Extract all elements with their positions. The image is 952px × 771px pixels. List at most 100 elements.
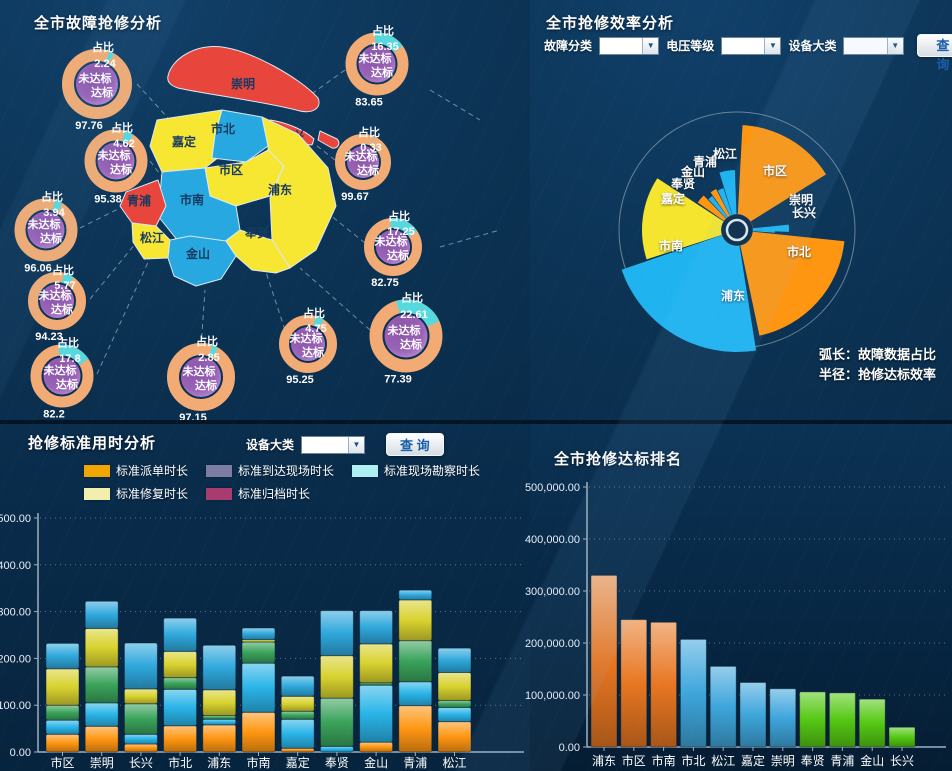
legend-item-2[interactable]: 标准现场勘察时长 [352, 462, 480, 479]
rose-sector-奉贤[interactable] [708, 196, 729, 220]
map-district-松江[interactable]: 松江 [131, 222, 171, 260]
stacked-bar-长兴[interactable] [123, 642, 158, 753]
stacked-bar-青浦[interactable] [398, 589, 433, 753]
voltage-level-select[interactable]: ▼ [721, 36, 782, 55]
panel-ranking: 全市抢修达标排名 0.00 100,000.00 200,000.00 300,000… [525, 424, 952, 771]
panel-fault-map: 全市故障抢修分析 崇明长兴嘉定市北市区浦东市南青浦松江金山奉贤占比2.24未达标… [0, 0, 530, 424]
rank-bar-市北[interactable] [679, 638, 707, 748]
svg-text:达标: 达标 [302, 345, 324, 359]
rank-bar-金山[interactable] [858, 698, 886, 748]
chevron-down-icon[interactable]: ▼ [348, 436, 365, 453]
svg-text:未达标: 未达标 [289, 331, 323, 345]
stacked-bar-金山[interactable] [359, 610, 394, 753]
svg-text:市北: 市北 [681, 753, 705, 768]
svg-text:22.61: 22.61 [400, 309, 428, 321]
rose-sector-金山[interactable] [710, 189, 731, 218]
stacked-bar-市北[interactable] [163, 617, 198, 753]
rose-sector-市区[interactable] [737, 125, 827, 223]
rank-bar-嘉定[interactable] [739, 682, 767, 748]
standard-time-query-button[interactable]: 查 询 [386, 433, 444, 456]
svg-text:2.85: 2.85 [198, 352, 219, 364]
stacked-bar-市南[interactable] [241, 627, 276, 753]
legend-item-0[interactable]: 标准派单时长 [84, 462, 188, 479]
svg-text:青浦: 青浦 [403, 756, 427, 770]
rank-bar-浦东[interactable] [590, 574, 618, 748]
rank-bar-市区[interactable] [620, 619, 648, 748]
rose-sector-长兴[interactable] [751, 230, 775, 233]
stacked-bar-市区[interactable] [45, 642, 80, 753]
rose-sector-市南[interactable] [642, 178, 725, 260]
stacked-bar-嘉定[interactable] [280, 675, 315, 753]
rose-sector-嘉定[interactable] [697, 195, 727, 222]
stacked-bar-奉贤[interactable] [319, 610, 354, 753]
map-district-青浦[interactable]: 青浦 [119, 179, 167, 227]
svg-text:嘉定: 嘉定 [741, 753, 765, 768]
svg-text:17.8: 17.8 [59, 353, 80, 365]
map-district-崇明[interactable]: 崇明 [167, 46, 320, 113]
device-class-value [302, 437, 348, 453]
map-district-市北[interactable]: 市北 [211, 109, 269, 163]
rank-bar-市南[interactable] [650, 621, 678, 748]
svg-text:占比: 占比 [358, 125, 380, 139]
rank-bar-长兴[interactable] [888, 726, 916, 748]
chevron-down-icon[interactable]: ▼ [764, 37, 781, 54]
svg-text:长兴: 长兴 [129, 756, 153, 770]
rose-sector-浦东[interactable] [621, 234, 757, 352]
svg-text:市区: 市区 [219, 162, 243, 177]
svg-text:松江: 松江 [140, 230, 164, 245]
stacked-bar-浦东[interactable] [202, 644, 237, 753]
svg-text:崇明: 崇明 [771, 754, 795, 768]
legend-item-3[interactable]: 标准修复时长 [84, 485, 188, 502]
svg-text:400.00: 400.00 [0, 560, 31, 572]
device-class-label: 设备大类 [246, 438, 295, 452]
rank-bar-松江[interactable] [709, 665, 737, 748]
svg-text:达标: 达标 [51, 302, 73, 316]
rose-sector-市北[interactable] [740, 231, 845, 336]
svg-text:达标: 达标 [371, 65, 393, 79]
map-district-奉贤[interactable]: 奉贤 [225, 225, 291, 274]
map-district-市区[interactable]: 市区 [204, 149, 285, 207]
rose-note-radius: 半径：抢修达标效率 [818, 367, 936, 382]
chevron-down-icon[interactable]: ▼ [642, 37, 659, 54]
legend-item-1[interactable]: 标准到达现场时长 [206, 462, 334, 479]
device-class-select[interactable]: ▼ [301, 435, 366, 454]
svg-text:达标: 达标 [195, 378, 217, 392]
rank-bar-青浦[interactable] [828, 692, 856, 748]
rose-sector-青浦[interactable] [717, 188, 733, 217]
svg-text:100,000.00: 100,000.00 [525, 690, 580, 702]
device-class-select[interactable]: ▼ [843, 36, 904, 55]
fault-category-select[interactable]: ▼ [599, 36, 660, 55]
svg-text:占比: 占比 [388, 209, 410, 223]
svg-text:青浦: 青浦 [830, 754, 854, 768]
panel-standard-time: 抢修标准用时分析 设备大类 ▼ 查 询 标准派单时长 标准到达现场时长 标准现场勘察… [0, 424, 530, 771]
stacked-bar-崇明[interactable] [84, 600, 119, 753]
chevron-down-icon[interactable]: ▼ [886, 37, 903, 54]
svg-text:4.75: 4.75 [305, 323, 326, 335]
map-district-金山[interactable]: 金山 [167, 235, 237, 287]
rank-bar-崇明[interactable] [769, 688, 797, 748]
rose-sector-松江[interactable] [719, 170, 737, 216]
legend-item-4[interactable]: 标准归档时长 [206, 485, 310, 502]
svg-text:松江: 松江 [713, 146, 737, 161]
rank-bar-奉贤[interactable] [799, 691, 827, 748]
legend-swatch [206, 464, 233, 477]
efficiency-query-button[interactable]: 查询 [916, 34, 952, 72]
stacked-bar-松江[interactable] [437, 647, 472, 753]
svg-text:200,000.00: 200,000.00 [525, 638, 580, 650]
rose-sector-崇明[interactable] [751, 224, 789, 232]
x-axis: 浦东 市区 市南 市北 松江 嘉定 崇明 奉贤 青浦 金山 长兴 [592, 747, 914, 768]
svg-text:400,000.00: 400,000.00 [525, 534, 580, 546]
legend-swatch [84, 487, 110, 500]
map-district-浦东[interactable]: 浦东 [261, 116, 337, 269]
